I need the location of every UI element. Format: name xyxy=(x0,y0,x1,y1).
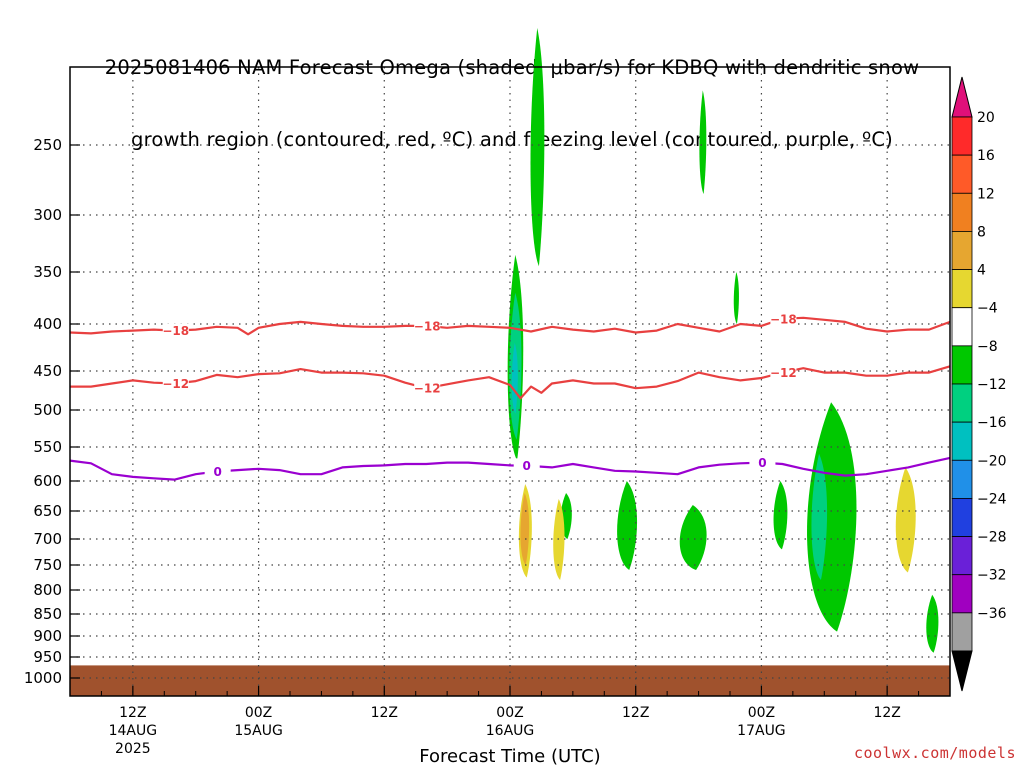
xtick-date-12: 14AUG xyxy=(109,723,158,739)
colorbar-label-3: 8 xyxy=(977,224,986,240)
contour-label-2-1: 0 xyxy=(523,459,531,473)
colorbar-label-1: 16 xyxy=(977,148,995,164)
contour-label-bg-2-1 xyxy=(513,458,540,473)
x-axis-title: Forecast Time (UTC) xyxy=(419,746,601,767)
y-axis: 250 300 350 400 450 500 550 600 650 700 750 800 850 9… xyxy=(24,136,80,687)
colorbar-swatch-0 xyxy=(951,116,973,156)
ytick-label-850: 850 xyxy=(33,605,62,623)
colorbar-bottom-triangle xyxy=(951,650,973,692)
credit-text: coolwx.com/models xyxy=(853,744,1016,762)
contour-label-1-0: −12 xyxy=(162,377,189,391)
ytick-label-500: 500 xyxy=(33,401,62,419)
colorbar-label-8: −16 xyxy=(977,415,1007,431)
contour-label-2-0: 0 xyxy=(213,465,221,479)
colorbar-label-11: −28 xyxy=(977,530,1007,546)
ytick-label-600: 600 xyxy=(33,472,62,490)
xtick-date-24: 15AUG xyxy=(234,723,283,739)
contour-label-0-2: −18 xyxy=(770,312,797,326)
colorbar-swatch-9 xyxy=(951,459,973,499)
colorbar-swatch-13 xyxy=(951,612,973,652)
ytick-label-750: 750 xyxy=(33,556,62,574)
colorbar-label-5: −4 xyxy=(977,301,998,317)
contour-label-bg-0-2 xyxy=(770,311,797,326)
colorbar-label-13: −36 xyxy=(977,606,1007,622)
colorbar-swatch-8 xyxy=(951,421,973,461)
colorbar-label-0: 20 xyxy=(977,110,995,126)
xtick-date-72: 17AUG xyxy=(737,723,786,739)
x-axis: 12Z 14AUG 2025 00Z 15AUG 12Z 00Z 16AUG 12Z 00Z 17A… xyxy=(69,686,951,757)
omega-region-9 xyxy=(773,481,788,550)
colorbar-label-6: −8 xyxy=(977,339,998,355)
colorbar-label-9: −20 xyxy=(977,453,1007,469)
colorbar-label-7: −12 xyxy=(977,377,1007,393)
omega-region-5 xyxy=(617,481,638,570)
contour-label-bg-1-1 xyxy=(414,381,441,396)
colorbar-label-10: −24 xyxy=(977,491,1007,507)
ytick-label-350: 350 xyxy=(33,263,62,281)
colorbar-label-12: −32 xyxy=(977,568,1007,584)
omega-region-11 xyxy=(811,453,828,580)
omega-region-7 xyxy=(699,90,707,194)
contour-label-1-1: −12 xyxy=(414,382,441,396)
omega-region-3 xyxy=(530,28,545,267)
omega-region-12 xyxy=(926,594,939,653)
colorbar-swatch-2 xyxy=(951,192,973,232)
colorbar-swatch-10 xyxy=(951,498,973,537)
ytick-label-900: 900 xyxy=(33,627,62,645)
ytick-label-550: 550 xyxy=(33,438,62,456)
omega-region-2 xyxy=(511,342,518,414)
xtick-year-12: 2025 xyxy=(115,741,151,757)
colorbar-swatch-3 xyxy=(951,231,973,270)
contour-label-bg-1-2 xyxy=(770,365,797,380)
contour-label-0-0: −18 xyxy=(162,324,189,338)
omega-region-14 xyxy=(895,467,916,573)
xtick-label-24: 00Z xyxy=(245,705,272,721)
omega-region-6 xyxy=(679,505,707,570)
xtick-label-60: 12Z xyxy=(622,705,649,721)
contour-label-bg-0-1 xyxy=(414,318,441,333)
xtick-label-36: 12Z xyxy=(371,705,398,721)
gridlines xyxy=(70,67,950,696)
colorbar-swatch-6 xyxy=(951,345,973,385)
contour-label-bg-2-0 xyxy=(204,464,231,479)
contour-label-bg-0-0 xyxy=(162,323,189,338)
colorbar-label-2: 12 xyxy=(977,186,995,202)
ytick-label-700: 700 xyxy=(33,530,62,548)
ytick-label-800: 800 xyxy=(33,581,62,599)
contour-line-0 xyxy=(69,316,951,336)
xtick-label-12: 12Z xyxy=(119,705,146,721)
contour-label-1-2: −12 xyxy=(770,366,797,380)
ytick-label-450: 450 xyxy=(33,362,62,380)
colorbar: 20 16 12 8 4 −4 −8 −12 −16 −20 −24 −28 −32 −36 xyxy=(951,76,1007,692)
omega-region-16 xyxy=(520,493,530,565)
colorbar-swatch-7 xyxy=(951,383,973,423)
colorbar-top-triangle xyxy=(951,76,973,118)
ytick-label-650: 650 xyxy=(33,502,62,520)
colorbar-swatch-1 xyxy=(951,154,973,194)
colorbar-swatch-11 xyxy=(951,536,973,576)
colorbar-swatch-5 xyxy=(951,307,973,347)
omega-shading xyxy=(507,28,939,653)
colorbar-swatch-4 xyxy=(951,269,973,309)
contour-label-bg-2-2 xyxy=(749,455,776,470)
contour-label-bg-1-0 xyxy=(162,376,189,391)
ytick-label-400: 400 xyxy=(33,315,62,333)
xtick-label-48: 00Z xyxy=(496,705,523,721)
ytick-label-250: 250 xyxy=(33,136,62,154)
xtick-label-72: 00Z xyxy=(748,705,775,721)
ytick-label-1000: 1000 xyxy=(24,669,62,687)
xtick-label-84: 12Z xyxy=(873,705,900,721)
contour-lines: −18 −18 −18 −12 −12 −12 0 0 0 xyxy=(69,311,951,481)
xtick-date-48: 16AUG xyxy=(486,723,535,739)
colorbar-label-4: 4 xyxy=(977,263,986,279)
ytick-label-300: 300 xyxy=(33,206,62,224)
contour-label-0-1: −18 xyxy=(414,319,441,333)
ytick-label-950: 950 xyxy=(33,648,62,666)
colorbar-swatch-12 xyxy=(951,574,973,614)
contour-label-2-2: 0 xyxy=(758,456,766,470)
omega-region-8 xyxy=(733,272,739,324)
